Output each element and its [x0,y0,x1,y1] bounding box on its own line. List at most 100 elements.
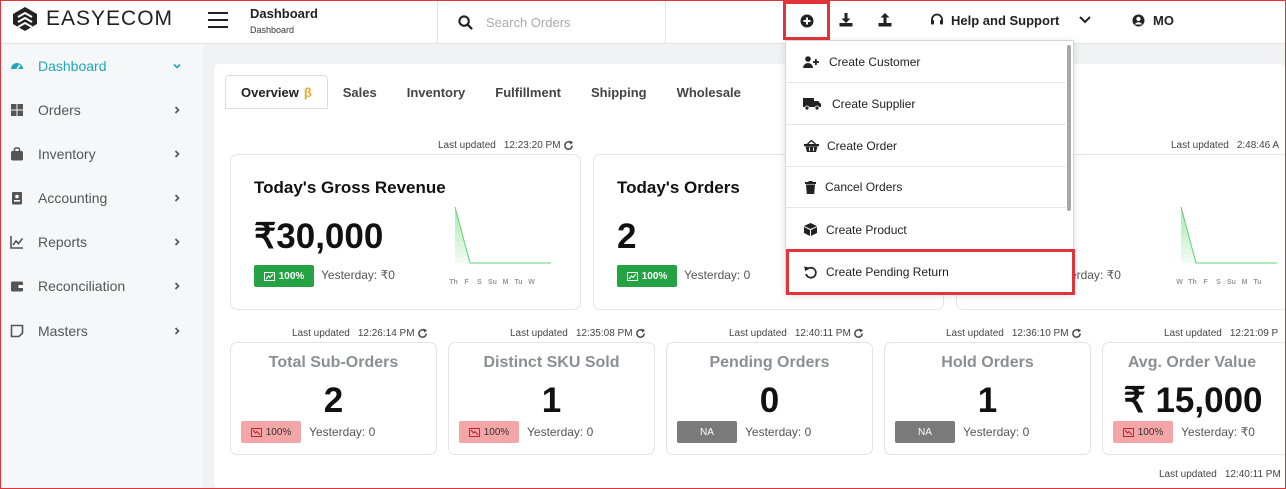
last-updated-label: Last updated [510,328,568,339]
day-label: S [1216,279,1221,286]
sidebar-item-accounting[interactable]: Accounting [0,183,203,213]
day-label: M [502,279,509,286]
card-title: Distinct SKU Sold [483,354,620,371]
download-icon [839,13,853,27]
tab-overview[interactable]: Overview β [225,75,328,109]
brand-logo[interactable]: EASYECOM [12,6,173,32]
trend-down-icon [250,427,262,437]
last-updated-returns: Last updated 2:48:46 A [1171,140,1279,151]
chart-icon [10,236,24,249]
menu-item-cancel-orders[interactable]: Cancel Orders [786,167,1066,208]
last-updated-label: Last updated [292,328,350,339]
menu-toggle-icon[interactable] [208,12,228,28]
total-suborders-card[interactable]: Total Sub-Orders 2 100% Yesterday: 0 [230,342,437,455]
menu-item-create-supplier[interactable]: Create Supplier [786,84,1066,125]
plus-circle-icon [800,14,813,27]
sparkline-day-labels: Th F S Su M Tu W [447,279,538,286]
trash-icon [805,180,816,194]
refresh-icon[interactable] [563,140,574,151]
tab-inventory[interactable]: Inventory [406,84,466,100]
menu-item-create-order[interactable]: Create Order [786,126,1066,167]
chevron-right-icon [174,150,180,158]
hold-orders-card[interactable]: Hold Orders 1 NA Yesterday: 0 [884,342,1091,455]
chevron-right-icon [174,327,180,335]
last-updated-label: Last updated [1159,469,1217,480]
last-updated-time: 12:36:10 PM [1011,328,1069,339]
day-label: Tu [514,279,523,286]
day-label: Su [488,279,497,286]
yesterday-value: Yesterday: ₹0 [321,268,395,282]
pending-orders-card[interactable]: Pending Orders 0 NA Yesterday: 0 [666,342,873,455]
growth-badge: NA [895,421,955,443]
search-icon[interactable] [458,15,473,30]
last-updated-suborders: Last updated 12:26:14 PM [292,328,428,339]
help-support-button[interactable]: Help and Support [930,0,1060,40]
search-input[interactable] [486,12,656,32]
yesterday-value: Yesterday: ₹0 [1181,425,1255,439]
sidebar-item-orders[interactable]: Orders [0,95,203,125]
user-plus-icon [803,56,819,68]
last-updated-label: Last updated [946,328,1004,339]
top-bar: EASYECOM Dashboard Dashboard Hel [0,0,1286,44]
yesterday-value: Yesterday: 0 [963,425,1030,439]
last-updated-label: Last updated [438,140,496,151]
undo-icon [804,266,817,279]
day-label: F [464,279,469,286]
menu-item-create-product[interactable]: Create Product [786,209,1066,250]
search-box [437,0,666,44]
upload-button[interactable] [872,0,898,40]
last-updated-label: Last updated [1164,328,1222,339]
sidebar-item-masters[interactable]: Masters [0,316,203,346]
menu-item-label: Create Supplier [832,97,916,111]
truck-icon [803,98,821,110]
menu-item-label: Cancel Orders [825,180,903,194]
yesterday-value: Yesterday: 0 [527,425,594,439]
breadcrumb[interactable]: Dashboard [250,25,295,35]
logo-icon [13,7,37,31]
avg-order-value-card[interactable]: Avg. Order Value ₹ 15,000 100% Yesterday… [1102,342,1286,455]
tab-sales[interactable]: Sales [342,84,377,100]
menu-item-create-pending-return[interactable]: Create Pending Return [786,249,1075,295]
sidebar-item-reconciliation[interactable]: Reconciliation [0,271,203,301]
last-updated-pending: Last updated 12:40:11 PM [729,328,864,339]
help-dropdown-toggle[interactable] [1076,0,1094,40]
tab-shipping[interactable]: Shipping [590,84,647,100]
user-menu[interactable]: MO [1132,0,1192,40]
sidebar-item-inventory[interactable]: Inventory [0,139,203,169]
tab-label: Overview [241,84,299,100]
menu-item-create-customer[interactable]: Create Customer [786,42,1066,83]
download-button[interactable] [833,0,859,40]
box-icon [804,223,817,236]
last-updated-sku: Last updated 12:35:08 PM [510,328,646,339]
menu-scrollbar[interactable] [1067,45,1071,211]
last-updated-time: 12:35:08 PM [575,328,633,339]
last-updated-time: 12:23:20 PM [503,140,561,151]
refresh-icon[interactable] [853,328,864,339]
last-updated-label: Last updated [1171,140,1229,151]
refresh-icon[interactable] [635,328,646,339]
create-new-button[interactable] [783,1,830,40]
sidebar-item-reports[interactable]: Reports [0,227,203,257]
bag-icon [11,147,23,161]
sidebar-item-dashboard[interactable]: Dashboard [0,51,203,81]
tab-fulfillment[interactable]: Fulfillment [495,84,561,100]
chevron-right-icon [174,238,180,246]
trend-down-icon [1122,427,1134,437]
last-updated-time: 12:40:11 PM [794,328,851,339]
card-title: Total Sub-Orders [268,354,399,371]
growth-badge: 100% [254,265,314,287]
refresh-icon[interactable] [1071,328,1082,339]
gross-revenue-card[interactable]: Today's Gross Revenue ₹30,000 100% Yeste… [230,154,581,310]
dashboard-tabs: Overview β Sales Inventory Fulfillment S… [225,75,756,109]
chevron-right-icon [174,106,180,114]
refresh-icon[interactable] [417,328,428,339]
create-menu: Create Customer Create Supplier Create O… [785,40,1075,295]
card-title: Today's Orders [617,178,740,197]
distinct-sku-card[interactable]: Distinct SKU Sold 1 100% Yesterday: 0 [448,342,655,455]
card-value: 0 [759,381,780,420]
wallet-icon [11,281,23,292]
tab-wholesale[interactable]: Wholesale [676,84,741,100]
brand-name: EASYECOM [46,7,174,30]
upload-icon [878,13,892,27]
trend-up-icon [263,271,275,281]
